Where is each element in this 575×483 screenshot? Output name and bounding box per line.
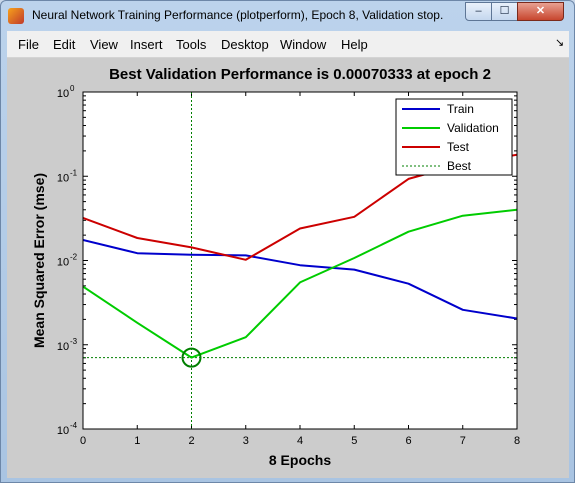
- menu-insert[interactable]: Insert: [130, 37, 163, 52]
- x-tick-label: 2: [188, 435, 194, 447]
- performance-plot: Best Validation Performance is 0.0007033…: [31, 66, 520, 468]
- x-tick-label: 8: [514, 435, 520, 447]
- y-tick-exponent: -3: [70, 337, 78, 346]
- series-line-validation: [83, 208, 517, 359]
- x-tick-label: 1: [134, 435, 140, 447]
- menu-view[interactable]: View: [90, 37, 118, 52]
- maximize-button[interactable]: ☐: [491, 2, 518, 21]
- minimize-button[interactable]: –: [465, 2, 492, 21]
- menu-edit[interactable]: Edit: [53, 37, 76, 52]
- x-tick-label: 3: [243, 435, 249, 447]
- chart-title: Best Validation Performance is 0.0007033…: [109, 66, 491, 83]
- title-bar[interactable]: Neural Network Training Performance (plo…: [1, 1, 574, 31]
- menu-help[interactable]: Help: [341, 37, 368, 52]
- y-tick-exponent: 0: [70, 84, 75, 93]
- legend-item-best: Best: [402, 159, 472, 173]
- y-tick-exponent: -2: [70, 253, 78, 262]
- y-tick-label: 10 -3: [57, 337, 78, 353]
- series-line-train: [83, 239, 517, 320]
- y-tick-label: 10 -4: [57, 421, 78, 437]
- legend-item-train: Train: [402, 102, 474, 116]
- y-tick-label: 10 -2: [57, 253, 78, 269]
- legend-label: Test: [447, 140, 470, 154]
- x-axis-label: 8 Epochs: [269, 452, 331, 468]
- figure-canvas: Best Validation Performance is 0.0007033…: [7, 58, 569, 478]
- window-title: Neural Network Training Performance (plo…: [32, 8, 444, 22]
- best-point-marker: [181, 347, 202, 368]
- y-tick-base: 10: [57, 341, 69, 353]
- axes-frame: [82, 91, 518, 430]
- y-tick-exponent: -1: [70, 168, 78, 177]
- x-tick-label: 0: [80, 435, 86, 447]
- menu-file[interactable]: File: [18, 37, 39, 52]
- y-tick-base: 10: [57, 425, 69, 437]
- dock-arrow-icon[interactable]: ↘: [555, 37, 565, 49]
- y-axis-label: Mean Squared Error (mse): [31, 173, 47, 348]
- menu-desktop[interactable]: Desktop: [221, 37, 269, 52]
- close-button[interactable]: ✕: [517, 2, 564, 21]
- x-tick-label: 6: [405, 435, 411, 447]
- y-tick-label: 10 0: [57, 84, 75, 100]
- chart-legend: Train Validation Test Best: [395, 98, 513, 176]
- x-tick-label: 7: [460, 435, 466, 447]
- y-tick-base: 10: [57, 172, 69, 184]
- y-tick-base: 10: [57, 88, 69, 100]
- menu-window[interactable]: Window: [280, 37, 327, 52]
- y-tick-base: 10: [57, 257, 69, 269]
- x-tick-label: 5: [351, 435, 357, 447]
- x-tick-label: 4: [297, 435, 303, 447]
- legend-label: Validation: [447, 121, 499, 135]
- legend-box: [395, 98, 513, 176]
- legend-item-test: Test: [402, 140, 470, 154]
- y-tick-label: 10 -1: [57, 168, 78, 184]
- legend-item-validation: Validation: [402, 121, 499, 135]
- matlab-icon: [8, 8, 24, 24]
- menu-tools[interactable]: Tools: [176, 37, 207, 52]
- y-tick-exponent: -4: [70, 421, 78, 430]
- legend-label: Train: [447, 102, 474, 116]
- menu-bar: File Edit View Insert Tools Desktop Wind…: [7, 31, 569, 58]
- legend-label: Best: [447, 159, 472, 173]
